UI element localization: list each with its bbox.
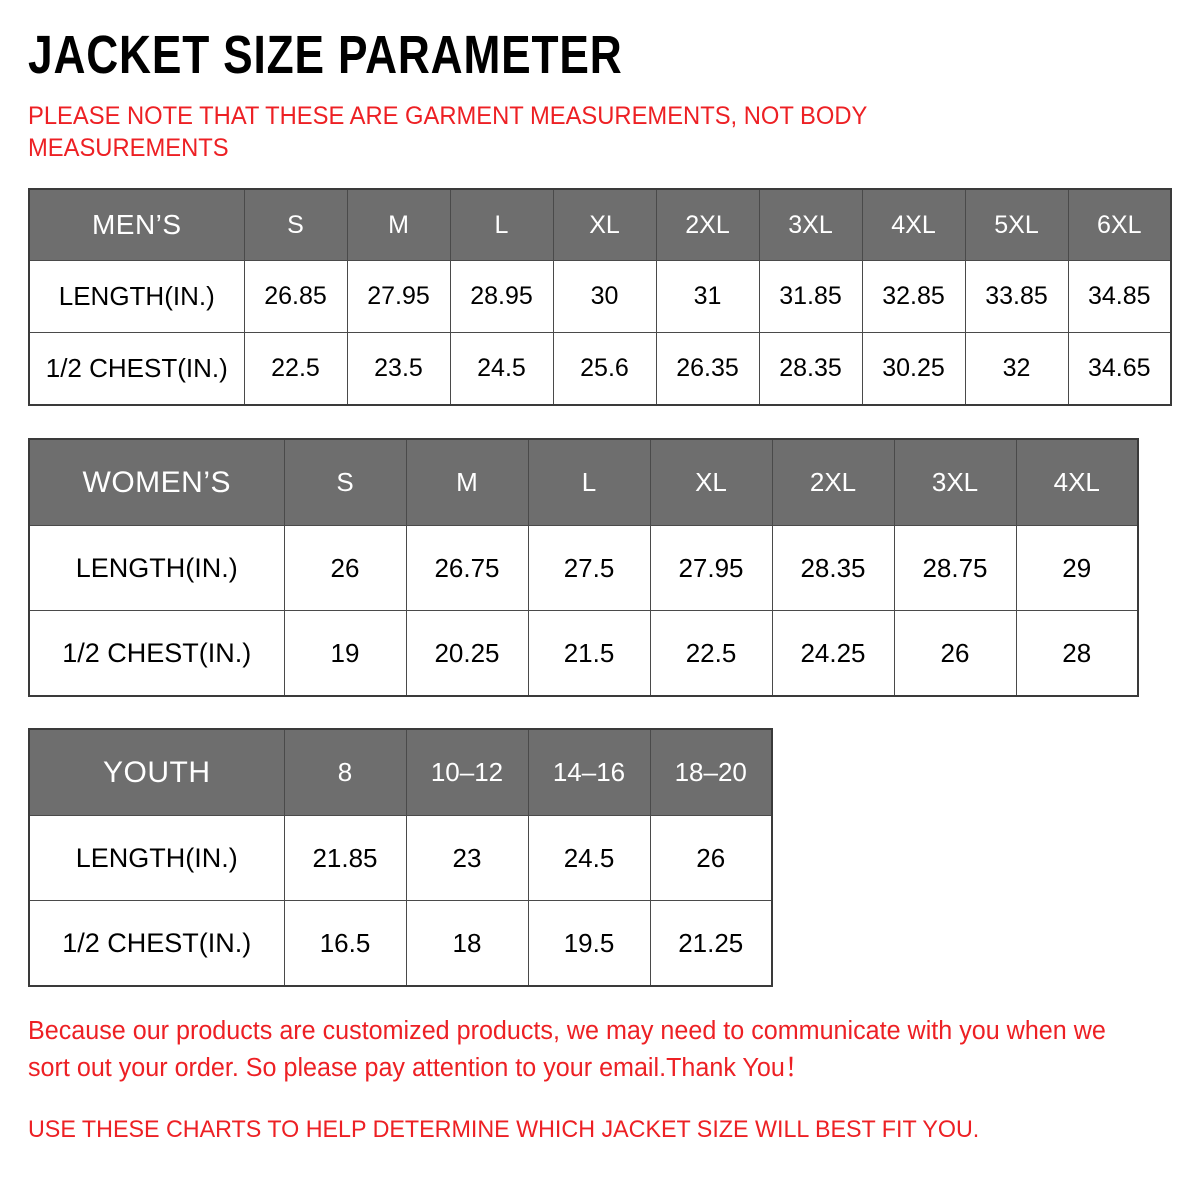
youth-chest-8: 16.5: [283, 900, 407, 987]
womens-size-table: WOMEN’S S M L XL 2XL 3XL 4XL LENGTH(IN.)…: [28, 438, 1139, 697]
womens-length-label: LENGTH(IN.): [28, 525, 285, 611]
youth-header-label: YOUTH: [28, 728, 285, 816]
mens-col-header-s: S: [243, 188, 348, 261]
youth-length-18-20: 26: [649, 815, 773, 901]
mens-chest-m: 23.5: [346, 332, 451, 406]
womens-col-header-4xl: 4XL: [1015, 438, 1139, 526]
mens-chest-3xl: 28.35: [758, 332, 863, 406]
womens-length-2xl: 28.35: [771, 525, 895, 611]
mens-length-2xl: 31: [655, 260, 760, 333]
mens-col-header-xl: XL: [552, 188, 657, 261]
mens-chest-label: 1/2 CHEST(IN.): [28, 332, 245, 406]
youth-chest-label: 1/2 CHEST(IN.): [28, 900, 285, 987]
table-row: LENGTH(IN.) 26 26.75 27.5 27.95 28.35 28…: [28, 525, 1139, 611]
youth-length-label: LENGTH(IN.): [28, 815, 285, 901]
mens-length-xl: 30: [552, 260, 657, 333]
womens-header-label: WOMEN’S: [28, 438, 285, 526]
womens-length-s: 26: [283, 525, 407, 611]
womens-chest-xl: 22.5: [649, 610, 773, 697]
table-row: 1/2 CHEST(IN.) 22.5 23.5 24.5 25.6 26.35…: [28, 332, 1172, 406]
mens-chest-2xl: 26.35: [655, 332, 760, 406]
womens-chest-2xl: 24.25: [771, 610, 895, 697]
womens-chest-label: 1/2 CHEST(IN.): [28, 610, 285, 697]
womens-length-l: 27.5: [527, 525, 651, 611]
mens-header-label: MEN’S: [28, 188, 245, 261]
table-row: LENGTH(IN.) 26.85 27.95 28.95 30 31 31.8…: [28, 260, 1172, 333]
womens-chest-4xl: 28: [1015, 610, 1139, 697]
womens-chest-3xl: 26: [893, 610, 1017, 697]
womens-length-4xl: 29: [1015, 525, 1139, 611]
youth-col-header-10-12: 10–12: [405, 728, 529, 816]
womens-col-header-m: M: [405, 438, 529, 526]
youth-col-header-18-20: 18–20: [649, 728, 773, 816]
footer-notes: Because our products are customized prod…: [28, 987, 1172, 1147]
page-title: JACKET SIZE PARAMETER: [28, 25, 623, 85]
mens-chest-6xl: 34.65: [1067, 332, 1172, 406]
garment-measurement-notice: PLEASE NOTE THAT THESE ARE GARMENT MEASU…: [28, 102, 867, 162]
mens-chest-4xl: 30.25: [861, 332, 966, 406]
womens-col-header-xl: XL: [649, 438, 773, 526]
youth-col-header-14-16: 14–16: [527, 728, 651, 816]
youth-col-header-8: 8: [283, 728, 407, 816]
mens-chest-xl: 25.6: [552, 332, 657, 406]
womens-col-header-s: S: [283, 438, 407, 526]
mens-col-header-5xl: 5XL: [964, 188, 1069, 261]
womens-chest-m: 20.25: [405, 610, 529, 697]
mens-chest-5xl: 32: [964, 332, 1069, 406]
mens-length-l: 28.95: [449, 260, 554, 333]
womens-length-m: 26.75: [405, 525, 529, 611]
youth-length-10-12: 23: [405, 815, 529, 901]
womens-chest-l: 21.5: [527, 610, 651, 697]
mens-length-5xl: 33.85: [964, 260, 1069, 333]
mens-col-header-m: M: [346, 188, 451, 261]
youth-length-14-16: 24.5: [527, 815, 651, 901]
chart-usage-note: USE THESE CHARTS TO HELP DETERMINE WHICH…: [28, 1115, 980, 1143]
table-header-row: YOUTH 8 10–12 14–16 18–20: [28, 728, 773, 816]
youth-chest-10-12: 18: [405, 900, 529, 987]
mens-col-header-l: L: [449, 188, 554, 261]
womens-length-3xl: 28.75: [893, 525, 1017, 611]
womens-col-header-l: L: [527, 438, 651, 526]
mens-col-header-4xl: 4XL: [861, 188, 966, 261]
mens-length-4xl: 32.85: [861, 260, 966, 333]
mens-chest-s: 22.5: [243, 332, 348, 406]
mens-chest-l: 24.5: [449, 332, 554, 406]
table-row: LENGTH(IN.) 21.85 23 24.5 26: [28, 815, 773, 901]
mens-col-header-6xl: 6XL: [1067, 188, 1172, 261]
womens-col-header-3xl: 3XL: [893, 438, 1017, 526]
mens-col-header-2xl: 2XL: [655, 188, 760, 261]
youth-size-table: YOUTH 8 10–12 14–16 18–20 LENGTH(IN.) 21…: [28, 728, 773, 987]
mens-length-s: 26.85: [243, 260, 348, 333]
customization-note: Because our products are customized prod…: [28, 1017, 1106, 1082]
mens-length-3xl: 31.85: [758, 260, 863, 333]
womens-col-header-2xl: 2XL: [771, 438, 895, 526]
womens-chest-s: 19: [283, 610, 407, 697]
mens-length-label: LENGTH(IN.): [28, 260, 245, 333]
youth-chest-14-16: 19.5: [527, 900, 651, 987]
table-header-row: WOMEN’S S M L XL 2XL 3XL 4XL: [28, 438, 1139, 526]
youth-chest-18-20: 21.25: [649, 900, 773, 987]
womens-length-xl: 27.95: [649, 525, 773, 611]
mens-size-table: MEN’S S M L XL 2XL 3XL 4XL 5XL 6XL LENGT…: [28, 188, 1172, 406]
table-header-row: MEN’S S M L XL 2XL 3XL 4XL 5XL 6XL: [28, 188, 1172, 261]
mens-length-6xl: 34.85: [1067, 260, 1172, 333]
mens-col-header-3xl: 3XL: [758, 188, 863, 261]
table-row: 1/2 CHEST(IN.) 19 20.25 21.5 22.5 24.25 …: [28, 610, 1139, 697]
youth-length-8: 21.85: [283, 815, 407, 901]
table-row: 1/2 CHEST(IN.) 16.5 18 19.5 21.25: [28, 900, 773, 987]
mens-length-m: 27.95: [346, 260, 451, 333]
